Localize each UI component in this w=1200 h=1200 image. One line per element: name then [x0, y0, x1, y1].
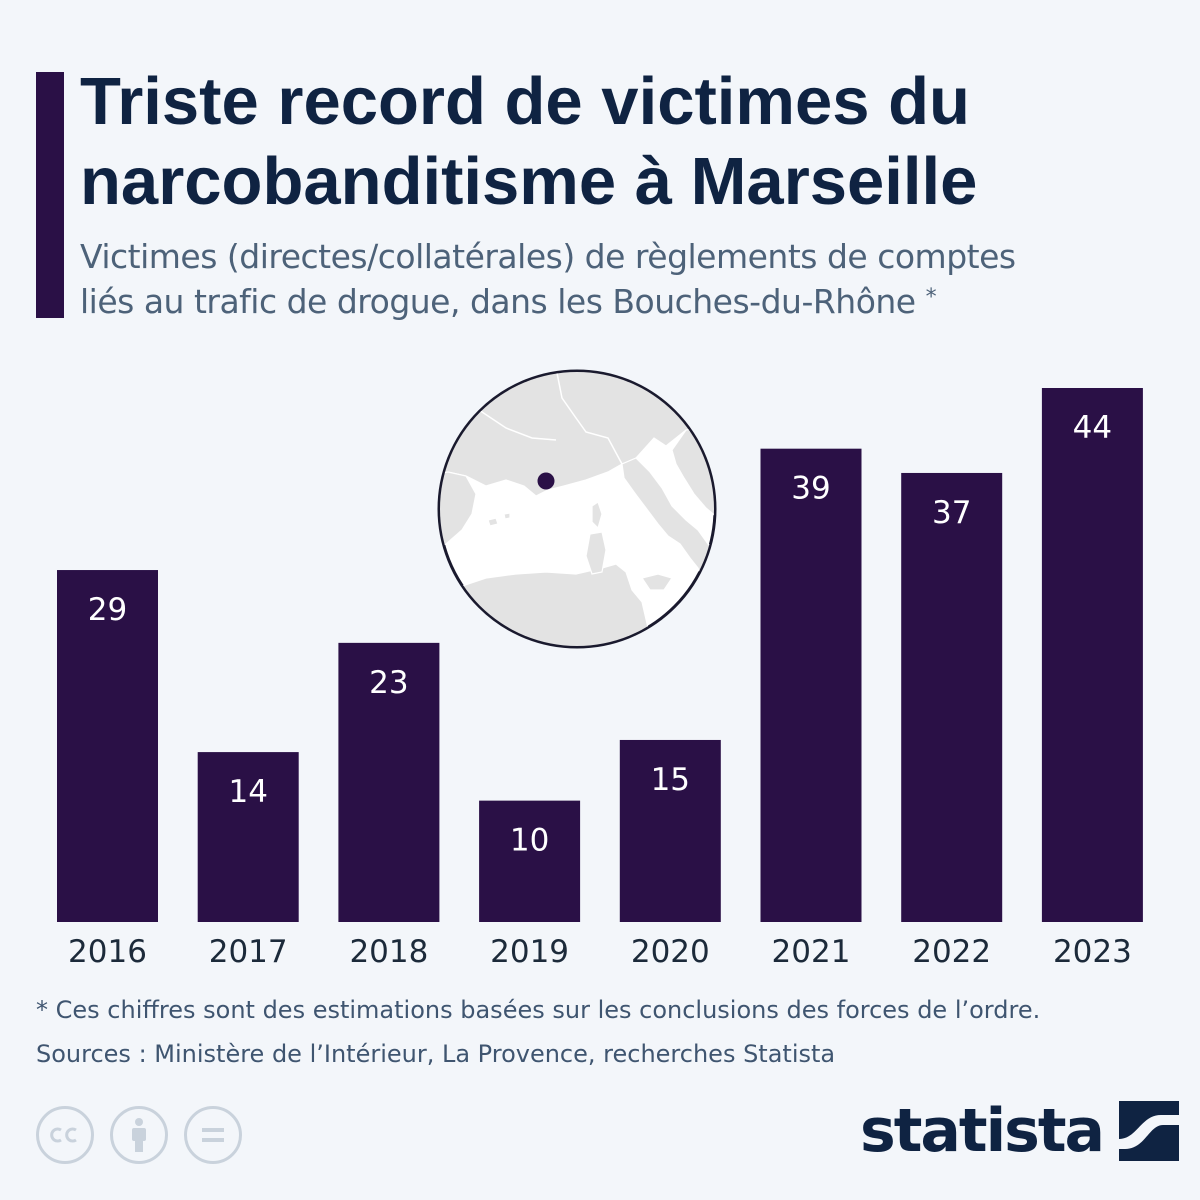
- bar-2017: [197, 752, 299, 922]
- subtitle-footnote-mark: *: [925, 285, 937, 310]
- footnote-block: * Ces chiffres sont des estimations basé…: [36, 988, 1186, 1076]
- marseille-marker-icon: [537, 472, 555, 490]
- title-accent-bar: [36, 72, 64, 318]
- value-label-2022: 37: [932, 495, 971, 531]
- value-label-2023: 44: [1073, 410, 1112, 446]
- x-tick-label-2018: 2018: [349, 934, 428, 970]
- statista-wordmark: statista: [860, 1096, 1105, 1166]
- bar-2021: [760, 448, 862, 922]
- bar-2022: [901, 472, 1003, 922]
- x-tick-label-2019: 2019: [490, 934, 569, 970]
- bar-2016: [57, 570, 158, 922]
- value-label-2016: 29: [88, 592, 127, 628]
- statista-logo-icon: [1119, 1101, 1180, 1161]
- value-label-2020: 15: [651, 762, 690, 798]
- page-subtitle: Victimes (directes/collatérales) de règl…: [80, 234, 1180, 324]
- statista-brand[interactable]: statista: [860, 1096, 1180, 1166]
- bar-2023: [1041, 388, 1143, 922]
- mediterranean-map-icon: [437, 369, 717, 649]
- bar-2020: [619, 739, 721, 922]
- page-title: Triste record de victimes du narcobandit…: [80, 62, 1180, 222]
- title-line-1: Triste record de victimes du: [80, 64, 970, 139]
- cc-icon[interactable]: [36, 1106, 94, 1164]
- value-label-2021: 39: [791, 471, 830, 507]
- x-tick-label-2020: 2020: [631, 934, 710, 970]
- title-line-2: narcobanditisme à Marseille: [80, 144, 978, 219]
- value-label-2019: 10: [510, 823, 549, 859]
- bar-2018: [338, 642, 440, 922]
- x-tick-label-2022: 2022: [912, 934, 991, 970]
- x-tick-label-2016: 2016: [68, 934, 147, 970]
- subtitle-line-1: Victimes (directes/collatérales) de règl…: [80, 237, 1016, 276]
- attribution-icon[interactable]: [110, 1106, 168, 1164]
- license-icons: [36, 1106, 242, 1164]
- estimation-note: * Ces chiffres sont des estimations basé…: [36, 996, 1041, 1024]
- bar-2019: [479, 800, 581, 922]
- value-label-2018: 23: [369, 665, 408, 701]
- x-tick-label-2017: 2017: [209, 934, 288, 970]
- no-derivatives-icon[interactable]: [184, 1106, 242, 1164]
- x-tick-label-2021: 2021: [772, 934, 851, 970]
- map-inset: [436, 368, 718, 650]
- x-tick-label-2023: 2023: [1053, 934, 1132, 970]
- subtitle-line-2-text: liés au trafic de drogue, dans les Bouch…: [80, 282, 916, 321]
- sources-note: Sources : Ministère de l’Intérieur, La P…: [36, 1040, 836, 1068]
- value-label-2017: 14: [228, 774, 267, 810]
- subtitle-line-2: liés au trafic de drogue, dans les Bouch…: [80, 279, 1180, 324]
